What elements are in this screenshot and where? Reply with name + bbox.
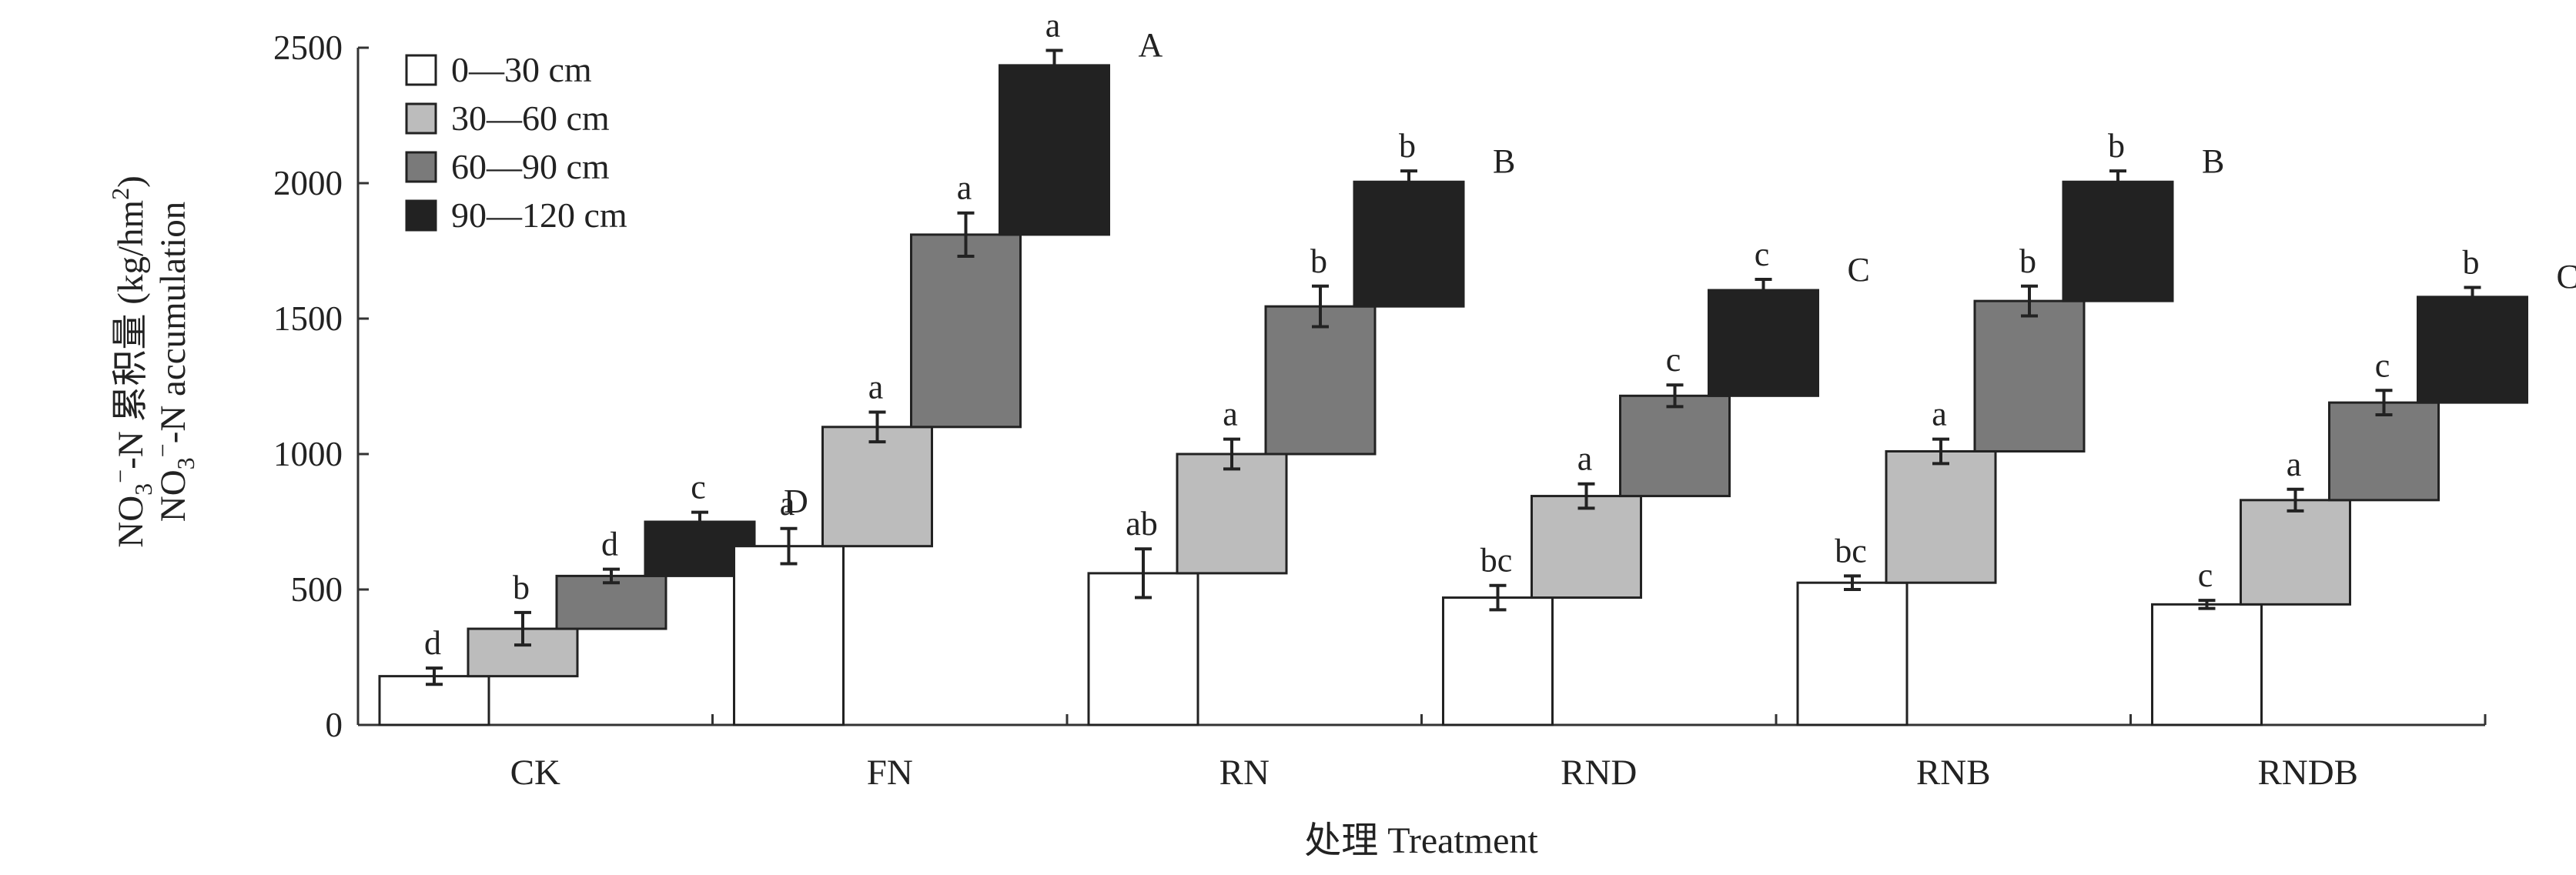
bar	[823, 427, 932, 546]
total-significance-label: A	[1139, 26, 1163, 64]
bar	[734, 546, 844, 725]
significance-label: a	[957, 169, 972, 207]
bar	[2241, 500, 2350, 605]
legend-label: 90—120 cm	[451, 195, 627, 235]
significance-label: b	[2108, 127, 2125, 165]
total-significance-label: B	[1493, 142, 1515, 180]
bar	[1444, 598, 1553, 725]
y-tick-label: 2500	[273, 28, 343, 67]
significance-label: c	[2375, 346, 2390, 384]
y-tick-label: 500	[291, 570, 343, 609]
bar	[1798, 583, 1907, 725]
significance-label: c	[1666, 341, 1681, 379]
x-axis-title: 处理 Treatment	[1304, 820, 1538, 861]
bar	[2153, 604, 2262, 725]
legend-swatch	[406, 152, 436, 182]
significance-label: a	[868, 368, 884, 406]
significance-label: b	[2463, 244, 2480, 282]
total-significance-label: B	[2202, 142, 2224, 180]
bar	[2063, 182, 2173, 301]
significance-label: a	[1932, 396, 1947, 433]
x-tick-label: FN	[867, 753, 913, 793]
legend-label: 60—90 cm	[451, 147, 610, 186]
legend-label: 0—30 cm	[451, 50, 592, 89]
significance-label: a	[1223, 396, 1238, 433]
legend-swatch	[406, 55, 436, 85]
x-tick-label: CK	[510, 753, 560, 793]
x-tick-label: RNB	[1916, 753, 1991, 793]
bar	[1354, 182, 1464, 306]
y-tick-label: 2000	[273, 164, 343, 202]
bar	[1266, 306, 1375, 454]
significance-label: a	[1045, 7, 1061, 45]
significance-label: c	[2198, 556, 2213, 594]
y-axis-title-line1: NO3−​-N 累积量 (kg/hm2​)	[106, 175, 157, 547]
significance-label: b	[1310, 242, 1327, 280]
total-significance-label: C	[1848, 251, 1870, 289]
significance-label: d	[424, 624, 441, 662]
significance-label: bc	[1835, 532, 1867, 569]
significance-label: a	[2287, 446, 2302, 483]
bar	[1975, 301, 2084, 451]
y-tick-label: 1000	[273, 435, 343, 473]
significance-label: b	[1399, 127, 1416, 165]
bar	[2330, 402, 2439, 500]
x-tick-label: RND	[1561, 753, 1637, 793]
legend: 0—30 cm 30—60 cm 60—90 cm 90—120 cm	[406, 50, 627, 235]
significance-label: a	[780, 485, 795, 523]
legend-label: 30—60 cm	[451, 99, 610, 138]
bar	[1621, 396, 1730, 496]
significance-label: ab	[1126, 505, 1158, 543]
significance-label: b	[2019, 242, 2036, 280]
bar	[1709, 290, 1818, 396]
significance-label: b	[513, 569, 530, 606]
bar	[1532, 496, 1641, 598]
y-tick-label: 1500	[273, 299, 343, 338]
significance-label: a	[1577, 440, 1593, 478]
y-tick-label: 0	[326, 706, 343, 744]
significance-label: c	[1755, 235, 1770, 273]
significance-label: c	[691, 469, 706, 506]
significance-label: bc	[1480, 542, 1513, 579]
legend-swatch	[406, 201, 436, 230]
significance-label: d	[601, 526, 618, 563]
x-tick-label: RN	[1219, 753, 1270, 793]
bar	[1177, 454, 1286, 573]
y-axis-title-line2: NO3−​-N accumulation	[149, 202, 199, 522]
total-significance-label: C	[2557, 258, 2576, 296]
legend-swatch	[406, 104, 436, 133]
bar	[1000, 65, 1109, 235]
bar	[912, 235, 1021, 427]
x-tick-label: RNDB	[2257, 753, 2358, 793]
bar	[2418, 297, 2527, 402]
bar	[1886, 451, 1996, 583]
